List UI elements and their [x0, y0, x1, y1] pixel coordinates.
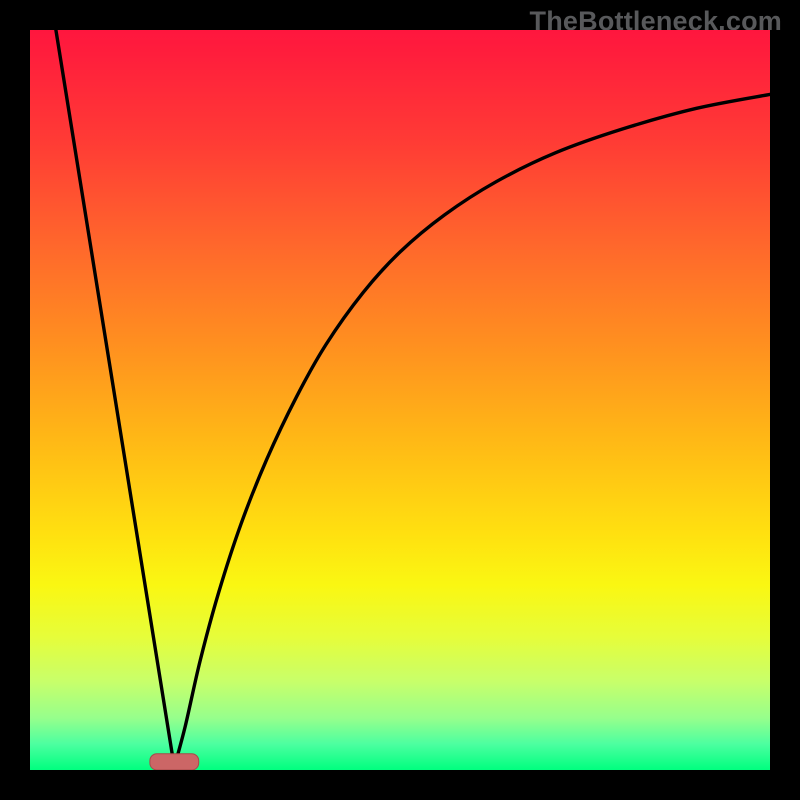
- plot-area: [30, 30, 770, 770]
- chart-root: TheBottleneck.com: [0, 0, 800, 800]
- bottleneck-curve: [56, 30, 770, 767]
- chart-svg: [30, 30, 770, 770]
- minimum-marker: [150, 754, 199, 770]
- gradient-background: [30, 30, 770, 770]
